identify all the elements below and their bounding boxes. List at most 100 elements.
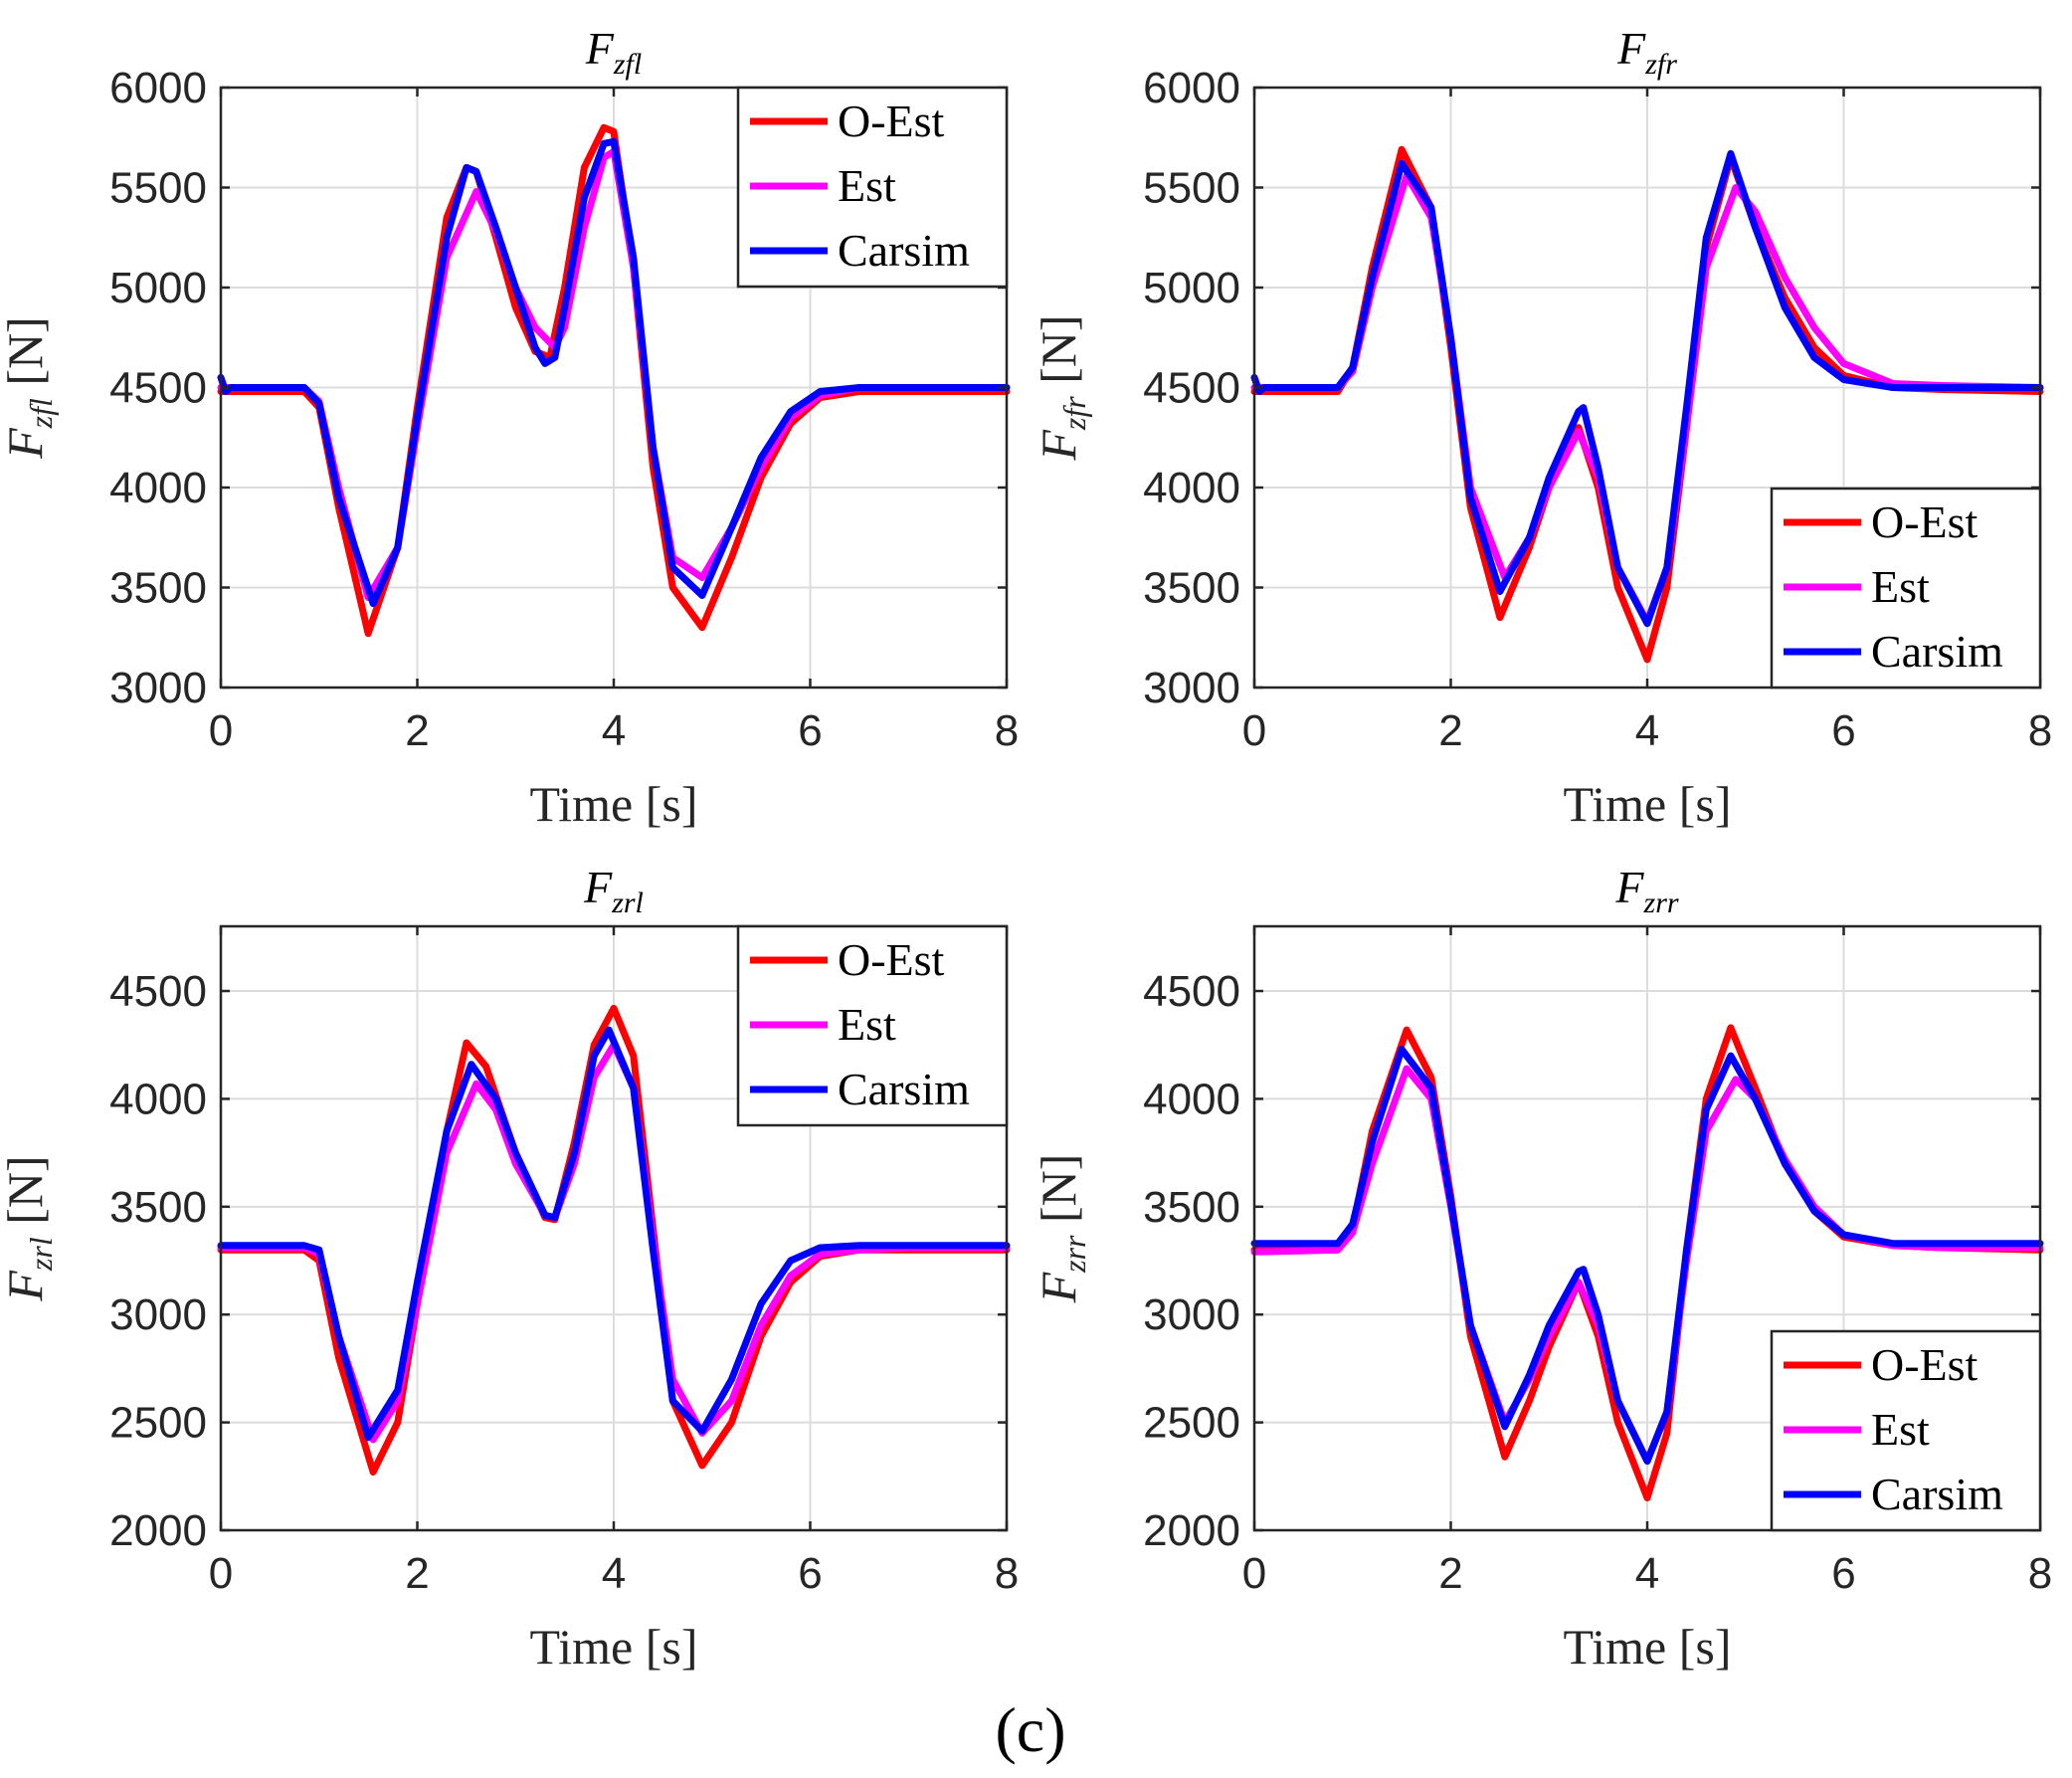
y-tick-label: 4000 (109, 464, 207, 512)
legend: O-Est Est Carsim (736, 86, 1009, 289)
y-tick-label: 3500 (109, 1183, 207, 1232)
x-tick-label: 2 (1438, 1549, 1462, 1598)
x-tick-label: 4 (1635, 706, 1659, 755)
y-axis-label-sub: zrr (1056, 1235, 1092, 1274)
x-tick-label: 4 (602, 706, 626, 755)
chart-panel-zrl: 0 2 4 6 8 2000 2500 3000 3500 4000 4500 Fzrl Time [s… (0, 862, 1019, 1675)
x-tick-label: 8 (2028, 1549, 2052, 1598)
y-axis-label-main: F (1031, 430, 1086, 462)
chart-title-sub: zrl (611, 887, 644, 919)
legend-label-o-est: O-Est (1871, 1339, 1978, 1390)
y-axis-label-unit: [N] (0, 1155, 53, 1237)
x-tick-label: 6 (1831, 1549, 1855, 1598)
y-tick-label: 4500 (1143, 364, 1240, 413)
chart-title-main: F (1614, 862, 1644, 912)
y-tick-label: 5500 (1143, 164, 1240, 213)
chart-panel-zrr: 0 2 4 6 8 2000 2500 3000 3500 4000 4500 Fzrr Time [s… (1031, 862, 2052, 1675)
y-tick-label: 2500 (1143, 1399, 1240, 1448)
y-tick-label: 4500 (1143, 967, 1240, 1016)
x-tick-label: 0 (1242, 1549, 1266, 1598)
legend: O-Est Est Carsim (1770, 487, 2042, 690)
chart-title-sub: zfl (613, 48, 642, 81)
legend-label-carsim: Carsim (838, 1064, 970, 1114)
series-line-carsim (1250, 1046, 2044, 1466)
y-tick-label: 5000 (1143, 264, 1240, 312)
legend: O-Est Est Carsim (1770, 1329, 2042, 1532)
y-tick-label: 4000 (1143, 1075, 1240, 1123)
x-tick-label: 4 (1635, 1549, 1659, 1598)
y-axis-label-unit: [N] (0, 316, 53, 398)
x-tick-label: 2 (405, 1549, 429, 1598)
y-axis-label-sub: zrl (23, 1237, 59, 1272)
legend: O-Est Est Carsim (736, 924, 1009, 1127)
chart-title: Fzfl (585, 23, 642, 81)
y-tick-label: 3500 (1143, 564, 1240, 613)
x-tick-label: 2 (1438, 706, 1462, 755)
y-axis-label: Fzrl [N] (0, 1155, 59, 1301)
y-tick-label: 2500 (109, 1399, 207, 1448)
y-tick-label: 5000 (109, 264, 207, 312)
y-tick-label: 3000 (1143, 1290, 1240, 1339)
y-axis-label: Fzfr [N] (1031, 314, 1092, 461)
x-tick-label: 6 (798, 706, 822, 755)
y-tick-label: 6000 (1143, 64, 1240, 112)
y-axis-label: Fzrr [N] (1031, 1154, 1092, 1304)
y-tick-label: 4000 (109, 1075, 207, 1123)
y-tick-label: 3500 (109, 564, 207, 613)
series-line-est (217, 147, 1011, 601)
series-line-carsim (217, 137, 1011, 608)
figure-caption: (c) (995, 1694, 1065, 1765)
y-tick-label: 4000 (1143, 464, 1240, 512)
chart-title-sub: zrr (1643, 887, 1679, 919)
legend-label-est: Est (838, 160, 896, 211)
x-tick-label: 6 (798, 1549, 822, 1598)
x-axis-label: Time [s] (529, 1619, 697, 1675)
legend-label-o-est: O-Est (1871, 496, 1978, 547)
y-axis-label-unit: [N] (1031, 1154, 1086, 1236)
x-tick-label: 8 (2028, 706, 2052, 755)
y-axis-label-sub: zfr (1056, 396, 1092, 431)
chart-panel-zfl: 0 2 4 6 8 3000 3500 4000 4500 5000 5500 6000 Fzfl Tim… (0, 23, 1019, 832)
chart-title-main: F (585, 23, 615, 74)
y-axis-label-main: F (1031, 1272, 1086, 1303)
y-tick-label: 3000 (109, 664, 207, 712)
y-tick-label: 3500 (1143, 1183, 1240, 1232)
y-tick-label: 2000 (109, 1506, 207, 1555)
x-axis-label: Time [s] (1563, 1619, 1731, 1675)
x-tick-label: 8 (995, 1549, 1019, 1598)
y-axis-label: Fzfl [N] (0, 316, 59, 460)
x-tick-label: 6 (1831, 706, 1855, 755)
chart-title: Fzrl (583, 862, 644, 919)
legend-label-est: Est (1871, 561, 1930, 612)
legend-label-carsim: Carsim (1871, 626, 2003, 677)
chart-title-main: F (583, 862, 613, 912)
y-axis-label-sub: zfl (23, 398, 59, 429)
y-axis-label-main: F (0, 428, 53, 460)
legend-label-est: Est (838, 999, 896, 1050)
x-tick-label: 8 (995, 706, 1019, 755)
legend-label-carsim: Carsim (1871, 1469, 2003, 1519)
series-line-carsim (1250, 149, 2044, 628)
y-tick-label: 4500 (109, 967, 207, 1016)
chart-title: Fzfr (1616, 23, 1677, 81)
series-line-carsim (217, 1026, 1011, 1442)
legend-label-est: Est (1871, 1404, 1930, 1455)
x-tick-label: 0 (1242, 706, 1266, 755)
y-axis-label-main: F (0, 1271, 53, 1302)
y-tick-label: 3000 (109, 1290, 207, 1339)
chart-title-sub: zfr (1644, 48, 1677, 81)
x-axis-label: Time [s] (529, 776, 697, 832)
y-axis-label-unit: [N] (1031, 314, 1086, 396)
y-tick-label: 6000 (109, 64, 207, 112)
y-tick-label: 2000 (1143, 1506, 1240, 1555)
legend-label-o-est: O-Est (838, 96, 945, 146)
legend-label-o-est: O-Est (838, 934, 945, 985)
x-tick-label: 0 (209, 1549, 233, 1598)
x-tick-label: 2 (405, 706, 429, 755)
y-tick-label: 5500 (109, 164, 207, 213)
x-tick-label: 0 (209, 706, 233, 755)
y-tick-label: 4500 (109, 364, 207, 413)
x-tick-label: 4 (602, 1549, 626, 1598)
chart-title: Fzrr (1614, 862, 1678, 919)
